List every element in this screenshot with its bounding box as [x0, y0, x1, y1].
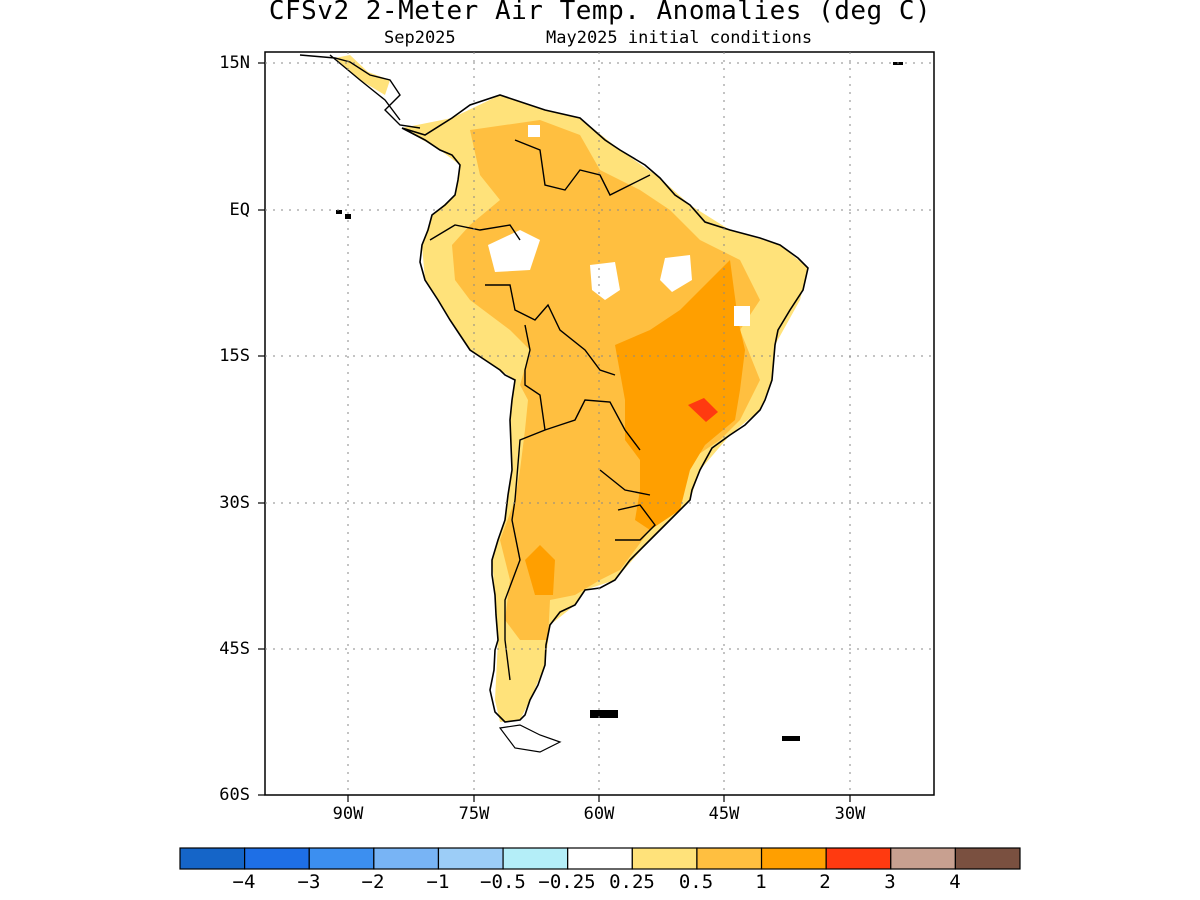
- anomaly-field-layer: [335, 55, 808, 722]
- y-tick-60s: 60S: [219, 785, 250, 805]
- colorbar-swatch: [825, 847, 892, 870]
- colorbar-swatch: [244, 847, 310, 870]
- colorbar-label: 4: [949, 871, 961, 893]
- colorbar-label: −0.25: [538, 871, 596, 893]
- country-borders: [429, 139, 656, 681]
- y-tick-30s: 30S: [219, 493, 250, 513]
- colorbar-label: 0.25: [609, 871, 655, 893]
- colorbar-label: −4: [232, 871, 256, 893]
- falkland-islands: [590, 710, 618, 718]
- colorbar-label: −1: [426, 871, 450, 893]
- south-america-coastline: [401, 94, 809, 723]
- anomaly-area-1-2-patagonia: [525, 545, 555, 595]
- central-america-coast: [299, 54, 421, 129]
- colorbar-label: −3: [297, 871, 321, 893]
- coastlines: [299, 54, 809, 753]
- colorbar-swatch: [437, 847, 504, 870]
- x-tick-45w: 45W: [708, 804, 740, 824]
- x-tick-60w: 60W: [583, 804, 615, 824]
- colorbar-swatch: [308, 847, 375, 870]
- neutral-area-3: [488, 230, 540, 272]
- neutral-area-4: [734, 306, 750, 326]
- colorbar-swatch: [631, 847, 698, 870]
- colorbar-label: −2: [361, 871, 385, 893]
- colorbar-label: 2: [819, 871, 831, 893]
- colorbar-label: −0.5: [480, 871, 526, 893]
- chart-title: CFSv2 2-Meter Air Temp. Anomalies (deg C…: [268, 0, 932, 26]
- galapagos-island-2: [345, 214, 351, 219]
- colorbar-swatch: [179, 847, 246, 870]
- neutral-area-5: [528, 125, 540, 137]
- colorbar-swatch: [696, 847, 763, 870]
- colorbar-swatch: [502, 847, 569, 870]
- colorbar: [179, 847, 1021, 870]
- central-america-land: [335, 55, 390, 95]
- x-tick-75w: 75W: [458, 804, 490, 824]
- neutral-area-2: [660, 255, 692, 292]
- neutral-area-1: [590, 262, 620, 300]
- colorbar-label: 1: [755, 871, 767, 893]
- galapagos-island: [336, 210, 342, 214]
- initial-conditions: May2025 initial conditions: [546, 28, 813, 48]
- valid-month: Sep2025: [384, 28, 456, 48]
- y-tick-15s: 15S: [219, 346, 250, 366]
- anomaly-area-1-2: [615, 260, 745, 530]
- colorbar-swatch: [760, 847, 827, 870]
- y-tick-eq: EQ: [229, 200, 250, 220]
- colorbar-label: 3: [884, 871, 896, 893]
- tierra-del-fuego: [498, 724, 562, 753]
- colorbar-swatch: [567, 847, 633, 870]
- anomaly-area-2-3: [688, 398, 718, 422]
- y-tick-15n: 15N: [219, 53, 250, 73]
- colorbar-swatch: [954, 847, 1021, 870]
- south-georgia: [782, 736, 800, 741]
- colorbar-label: 0.5: [678, 871, 714, 893]
- x-tick-30w: 30W: [834, 804, 866, 824]
- tick-marks: [258, 62, 851, 802]
- colorbar-swatch: [373, 847, 440, 870]
- x-tick-90w: 90W: [332, 804, 364, 824]
- colorbar-swatch: [890, 847, 956, 870]
- y-tick-45s: 45S: [219, 639, 250, 659]
